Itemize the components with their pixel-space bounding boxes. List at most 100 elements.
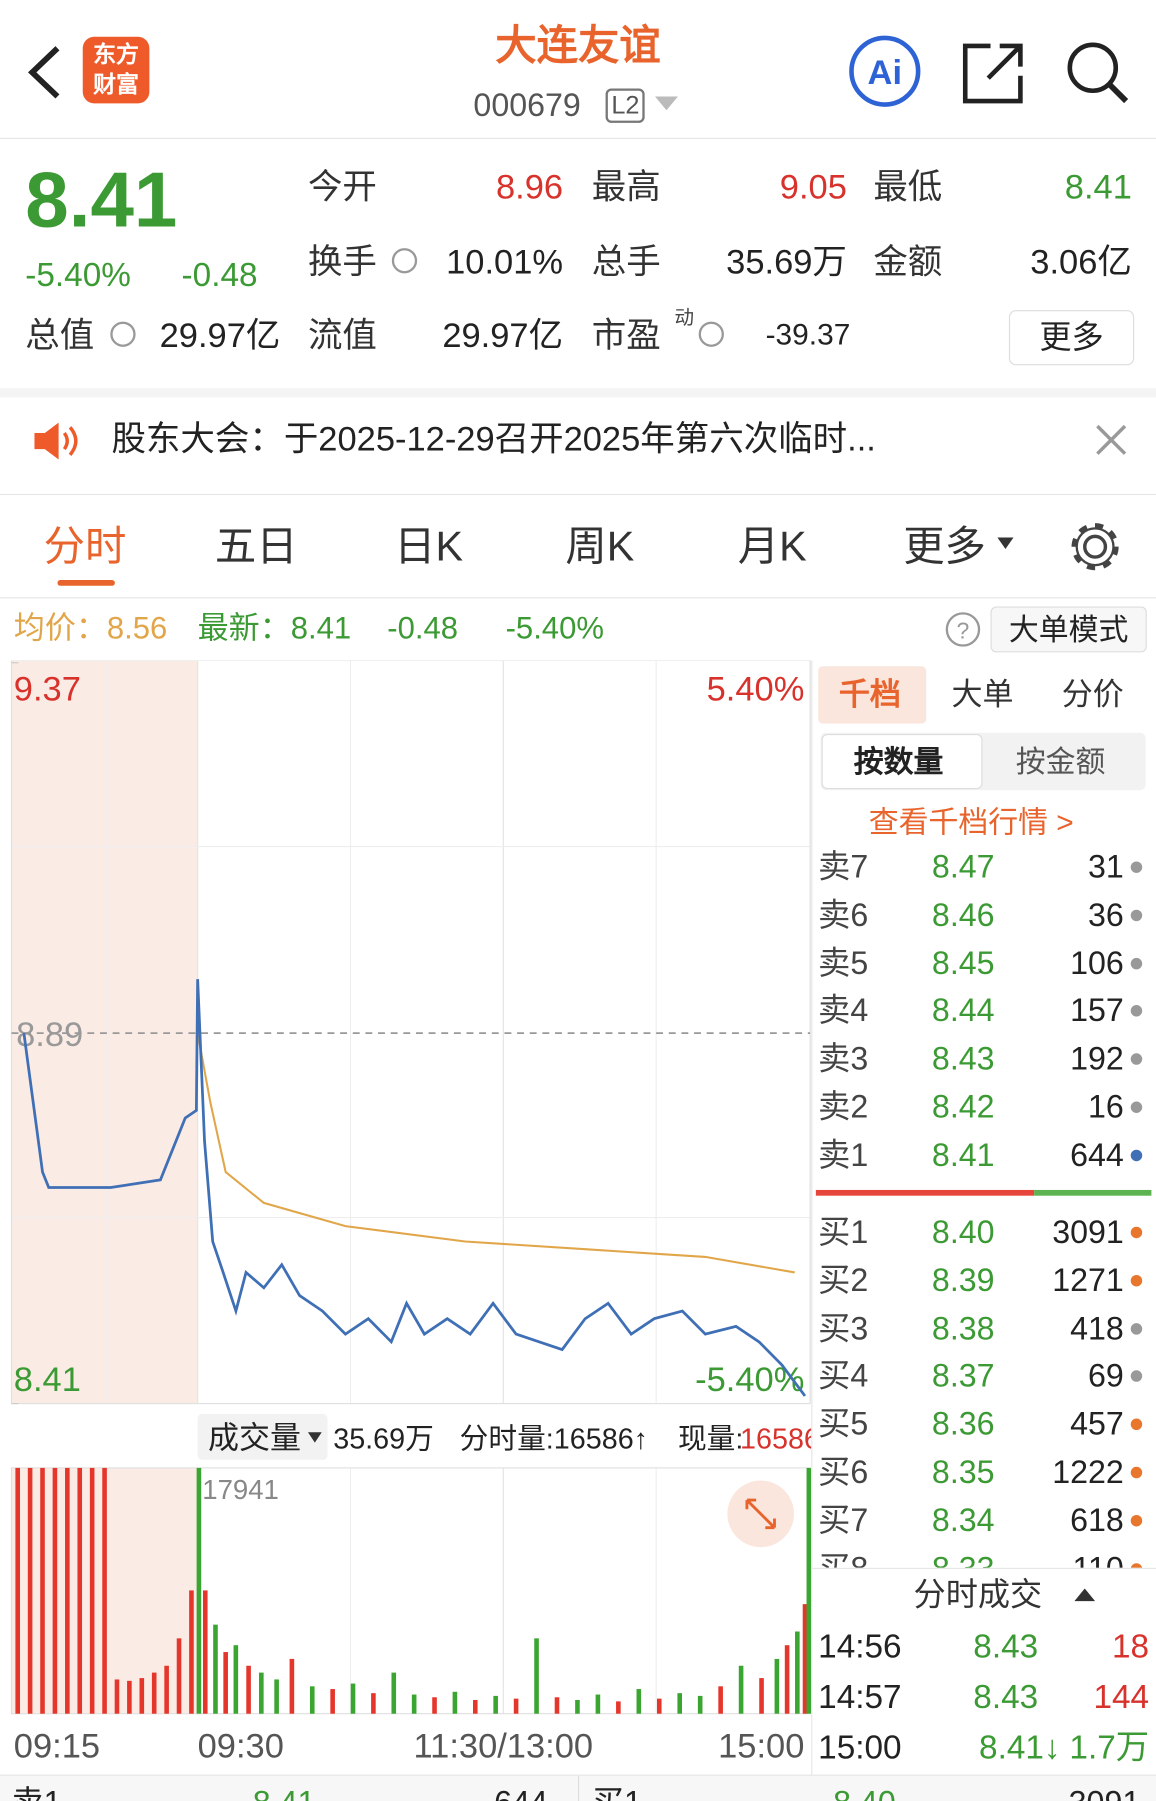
big-order-button[interactable]: 大单模式 — [990, 606, 1147, 653]
volume-bar — [330, 1689, 335, 1714]
tab[interactable]: 月K — [737, 522, 807, 570]
book-volume: 457 — [1070, 1406, 1124, 1442]
volume-bar — [27, 1467, 33, 1714]
plot-border — [10, 660, 811, 1405]
book-volume: 106 — [1070, 944, 1124, 981]
dropdown-caret — [307, 1432, 322, 1443]
change-percent: -5.40% — [25, 257, 131, 295]
volume-max-label: 17941 — [202, 1474, 279, 1505]
divider — [0, 493, 1156, 496]
book-volume: 36 — [1088, 896, 1124, 933]
tab[interactable]: 分时 — [43, 522, 127, 570]
book-volume: 1271 — [1052, 1262, 1124, 1298]
book-price: 8.42 — [931, 1088, 995, 1125]
volume-bar — [102, 1467, 107, 1714]
pct-tick-label: 5.40% — [707, 671, 805, 709]
volume-bar — [233, 1645, 239, 1714]
search-icon[interactable] — [1064, 39, 1131, 106]
book-level: 卖4 — [818, 992, 869, 1029]
stat-label: 今开 — [307, 168, 377, 207]
book-dot — [1130, 1418, 1143, 1431]
level-badge[interactable]: L2 — [605, 88, 646, 123]
volume-bar — [223, 1652, 228, 1714]
stat-label: 最高 — [591, 168, 661, 207]
more-button[interactable]: 更多 — [1008, 310, 1135, 366]
volume-bar — [114, 1679, 120, 1714]
book-level: 买7 — [818, 1502, 869, 1538]
stat-value: 3.06亿 — [1030, 243, 1132, 282]
book-tab[interactable]: 大单 — [951, 677, 1014, 713]
stat-value: 29.97亿 — [442, 317, 564, 355]
divider — [812, 1567, 1156, 1569]
gap — [0, 388, 1156, 398]
divider — [0, 137, 1156, 139]
book-volume: 69 — [1088, 1358, 1124, 1394]
volume-total: 35.69万 — [333, 1423, 434, 1455]
book-price: 8.38 — [931, 1310, 995, 1346]
tab[interactable]: 五日 — [214, 522, 298, 570]
book-price: 8.46 — [931, 896, 995, 933]
book-dot — [1130, 1005, 1143, 1017]
volume-bar — [151, 1672, 157, 1714]
tab[interactable]: 日K — [394, 522, 464, 570]
trade-time: 15:00 — [818, 1729, 902, 1767]
book-dot — [1130, 909, 1143, 921]
x-tick-label: 11:30/13:00 — [414, 1727, 593, 1765]
book-dot — [1130, 1466, 1143, 1479]
notice-text[interactable]: 股东大会：于2025-12-29召开2025年第六次临时... — [111, 420, 876, 459]
book-dot — [1130, 1274, 1143, 1287]
volume-bar — [759, 1678, 764, 1714]
ai-icon[interactable]: Ai — [848, 34, 924, 110]
volume-bar — [15, 1467, 20, 1714]
volume-selector[interactable] — [197, 1413, 328, 1460]
volume-bar — [575, 1700, 580, 1714]
volume-bar — [616, 1701, 621, 1714]
volume-bar — [309, 1686, 315, 1714]
help-icon[interactable]: ? — [945, 611, 982, 648]
depth-link[interactable]: 查看千档行情 > — [868, 805, 1074, 840]
volume-label[interactable]: 成交量 — [208, 1420, 301, 1455]
bottom-bid-volume: 3091 — [1069, 1787, 1141, 1801]
tab[interactable]: 周K — [565, 522, 635, 570]
tab[interactable]: 更多 — [903, 522, 986, 570]
divider — [0, 597, 1156, 599]
close-icon[interactable] — [1094, 423, 1128, 457]
x-tick-label: 09:30 — [198, 1727, 284, 1765]
volume-bar — [452, 1691, 458, 1714]
back-icon[interactable] — [23, 44, 64, 101]
trade-price: 8.43 — [973, 1628, 1039, 1666]
dropdown-icon[interactable] — [654, 96, 680, 112]
trade-volume: 144 — [1093, 1679, 1150, 1717]
stock-name: 大连友谊 — [495, 21, 661, 69]
svg-text:?: ? — [957, 618, 970, 644]
volume-bar — [595, 1694, 601, 1714]
y-tick-label: 8.41 — [14, 1361, 81, 1399]
volume-bar — [806, 1467, 812, 1714]
volume-bar — [65, 1467, 70, 1714]
stat-label: 流值 — [307, 317, 377, 355]
current-volume: 16586 — [740, 1423, 811, 1455]
book-volume: 1222 — [1052, 1454, 1124, 1490]
book-volume: 618 — [1070, 1502, 1124, 1538]
volume-bar — [189, 1590, 194, 1714]
trades-title[interactable]: 分时成交 — [913, 1577, 1043, 1613]
mode-tab[interactable]: 按金额 — [1015, 744, 1106, 779]
mode-tab[interactable]: 按数量 — [853, 744, 944, 779]
stat-value: -39.37 — [765, 317, 851, 352]
bottom-bid-label: 买1 — [592, 1787, 642, 1801]
info-icon — [110, 321, 136, 347]
logo[interactable]: 东方 财富 — [82, 36, 150, 104]
speaker-icon — [34, 422, 78, 460]
volume-bar — [802, 1604, 808, 1714]
book-volume: 31 — [1088, 848, 1124, 885]
share-icon[interactable] — [961, 39, 1028, 106]
stat-value: 9.05 — [779, 168, 847, 207]
volume-bar — [472, 1700, 478, 1714]
book-tab[interactable]: 分价 — [1061, 677, 1124, 713]
book-tab[interactable]: 千档 — [838, 677, 901, 713]
divider — [811, 660, 813, 1775]
book-level: 卖3 — [818, 1040, 869, 1077]
settings-icon[interactable] — [1068, 519, 1123, 574]
stat-label: 换手 — [307, 243, 377, 282]
